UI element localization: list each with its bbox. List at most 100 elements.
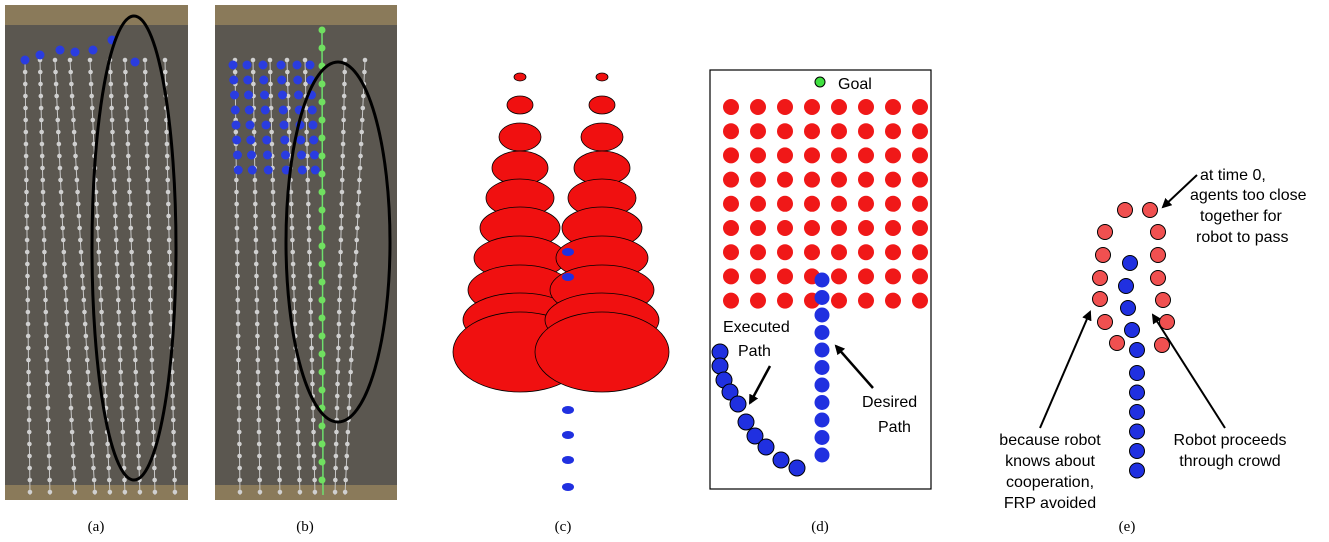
- dot: [89, 46, 98, 55]
- dot: [311, 166, 320, 175]
- dot: [62, 262, 67, 267]
- dot: [292, 310, 297, 315]
- dot: [73, 490, 78, 495]
- dot: [311, 406, 316, 411]
- dot: [361, 94, 366, 99]
- dot: [54, 94, 59, 99]
- dot: [108, 70, 113, 75]
- dot: [804, 172, 820, 188]
- dot: [26, 370, 31, 375]
- dot: [138, 490, 143, 495]
- dot: [354, 250, 359, 255]
- dot: [269, 118, 274, 123]
- dot: [260, 91, 269, 100]
- dot: [263, 151, 272, 160]
- goal-label: Goal: [838, 76, 872, 93]
- dot: [319, 225, 326, 232]
- dot: [28, 490, 33, 495]
- dot: [336, 346, 341, 351]
- dot: [277, 76, 286, 85]
- dot: [147, 226, 152, 231]
- dot: [750, 99, 766, 115]
- dot: [285, 70, 290, 75]
- dot: [357, 190, 362, 195]
- dot: [333, 478, 338, 483]
- dot: [148, 298, 153, 303]
- dot: [351, 322, 356, 327]
- dot: [356, 202, 361, 207]
- dot: [133, 358, 138, 363]
- dot: [46, 430, 51, 435]
- dot: [340, 178, 345, 183]
- dot: [100, 334, 105, 339]
- dot: [831, 196, 847, 212]
- dot: [102, 370, 107, 375]
- dot: [296, 136, 305, 145]
- dot: [130, 262, 135, 267]
- dot: [815, 273, 830, 288]
- dot: [145, 166, 150, 171]
- dot: [341, 118, 346, 123]
- dot: [912, 293, 928, 309]
- dot: [255, 298, 260, 303]
- dot: [319, 45, 326, 52]
- dot: [79, 250, 84, 255]
- dot: [268, 70, 273, 75]
- dot: [82, 310, 87, 315]
- dot: [1130, 424, 1145, 439]
- dot: [36, 51, 45, 60]
- dot: [41, 190, 46, 195]
- dot: [269, 130, 274, 135]
- dot: [1110, 336, 1125, 351]
- dot: [43, 310, 48, 315]
- dot: [319, 171, 326, 178]
- dot: [286, 118, 291, 123]
- dot: [294, 382, 299, 387]
- dot: [73, 154, 78, 159]
- dot: [253, 190, 258, 195]
- dot: [858, 196, 874, 212]
- dot: [280, 121, 289, 130]
- dot: [136, 442, 141, 447]
- dot: [86, 382, 91, 387]
- dot: [97, 250, 102, 255]
- dot: [252, 130, 257, 135]
- dot: [73, 142, 78, 147]
- dot: [912, 244, 928, 260]
- agent: [499, 123, 541, 151]
- dot: [229, 61, 238, 70]
- dot: [126, 154, 131, 159]
- dot: [144, 118, 149, 123]
- dot: [345, 442, 350, 447]
- dot: [253, 178, 258, 183]
- dot: [167, 262, 172, 267]
- dot: [152, 466, 157, 471]
- dot: [272, 226, 277, 231]
- dot: [75, 190, 80, 195]
- dot: [71, 466, 76, 471]
- dot: [48, 490, 53, 495]
- dot: [58, 166, 63, 171]
- dot: [307, 250, 312, 255]
- dot: [84, 334, 89, 339]
- dot: [26, 334, 31, 339]
- dot: [166, 190, 171, 195]
- dot: [83, 322, 88, 327]
- dot: [90, 454, 95, 459]
- dot: [1155, 338, 1170, 353]
- dot: [97, 262, 102, 267]
- dot: [912, 196, 928, 212]
- dot: [24, 154, 29, 159]
- dot: [712, 358, 728, 374]
- dot: [81, 298, 86, 303]
- dot: [148, 274, 153, 279]
- dot: [311, 418, 316, 423]
- dot: [343, 478, 348, 483]
- dot: [25, 262, 30, 267]
- dot: [116, 298, 121, 303]
- dot: [277, 466, 282, 471]
- dot: [168, 310, 173, 315]
- dot: [307, 262, 312, 267]
- dot: [815, 378, 830, 393]
- dot: [264, 166, 273, 175]
